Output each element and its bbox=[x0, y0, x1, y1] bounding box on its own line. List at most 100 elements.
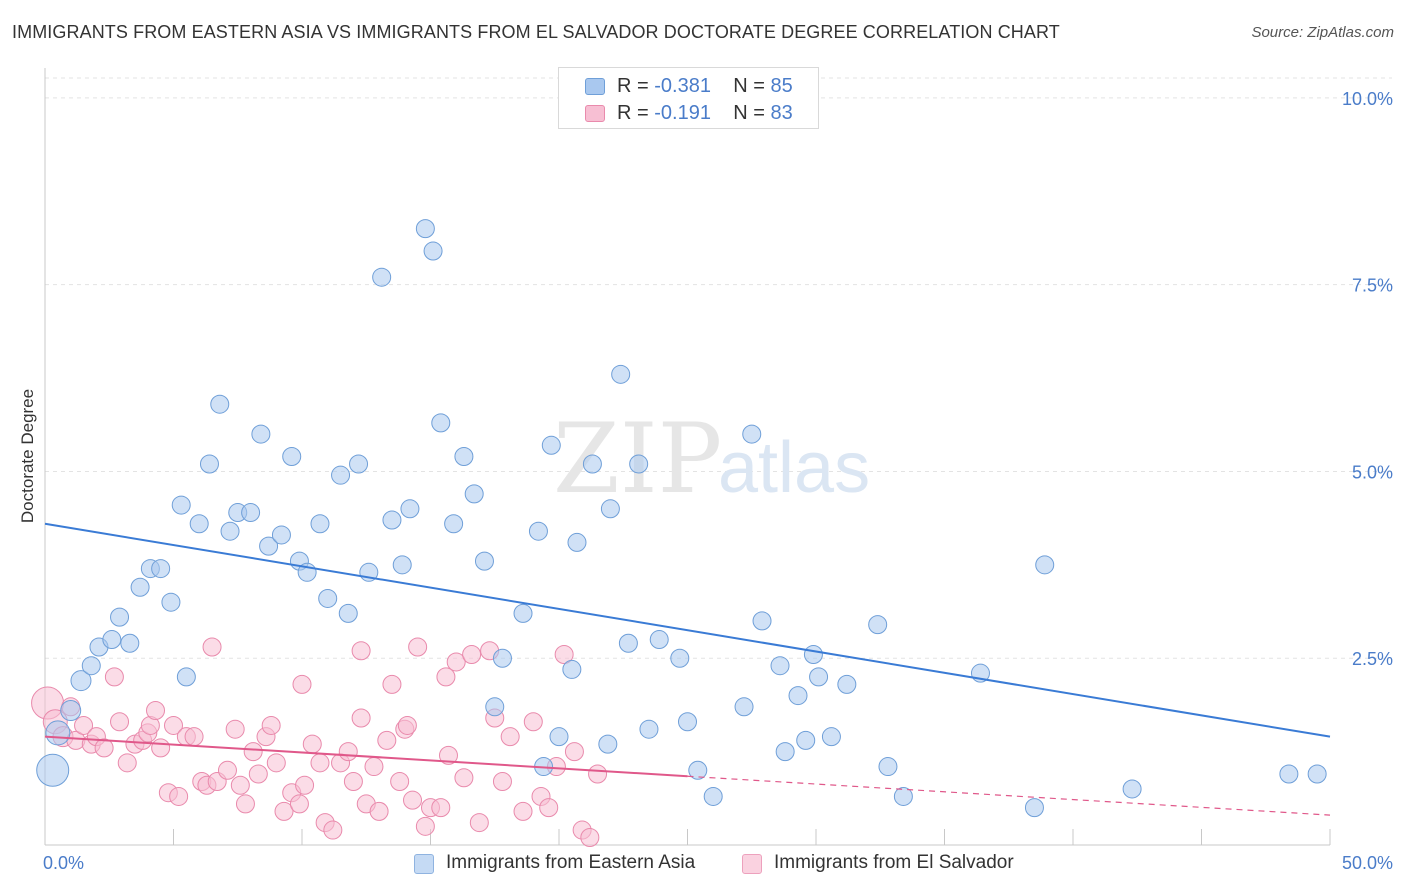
point-1-80 bbox=[292, 674, 312, 694]
legend-swatch-pink bbox=[742, 854, 762, 874]
point-0-69 bbox=[775, 742, 795, 762]
point-1-8 bbox=[94, 738, 114, 758]
point-0-2 bbox=[60, 700, 82, 722]
series-el-salvador-points bbox=[31, 637, 608, 848]
y-tick-label-2: 7.5% bbox=[1352, 276, 1393, 296]
point-0-43 bbox=[474, 551, 494, 571]
point-0-71 bbox=[796, 730, 816, 750]
point-1-31 bbox=[243, 742, 263, 762]
point-0-76 bbox=[868, 615, 888, 635]
point-1-40 bbox=[302, 734, 322, 754]
trend-lines bbox=[44, 522, 1331, 816]
point-0-58 bbox=[629, 454, 649, 474]
chart-title: IMMIGRANTS FROM EASTERN ASIA VS IMMIGRAN… bbox=[12, 22, 1060, 42]
point-0-74 bbox=[821, 727, 841, 747]
point-1-35 bbox=[266, 753, 286, 773]
point-1-77 bbox=[580, 828, 600, 848]
point-0-57 bbox=[618, 633, 638, 653]
point-1-81 bbox=[397, 715, 417, 735]
point-0-75 bbox=[837, 674, 857, 694]
point-1-62 bbox=[454, 768, 474, 788]
trend-line-1 bbox=[44, 735, 688, 778]
point-0-36 bbox=[400, 499, 420, 519]
point-0-61 bbox=[670, 648, 690, 668]
point-0-4 bbox=[81, 656, 101, 676]
legend-label-el-salvador: Immigrants from El Salvador bbox=[774, 852, 1014, 873]
point-0-46 bbox=[513, 603, 533, 623]
point-0-34 bbox=[382, 510, 402, 530]
point-0-29 bbox=[331, 465, 351, 485]
point-0-59 bbox=[639, 719, 659, 739]
trend-extension-1 bbox=[687, 775, 1331, 816]
point-1-67 bbox=[492, 771, 512, 791]
point-0-1 bbox=[45, 720, 71, 746]
point-1-17 bbox=[151, 738, 171, 758]
point-0-63 bbox=[688, 760, 708, 780]
point-0-53 bbox=[582, 454, 602, 474]
point-0-17 bbox=[210, 394, 230, 414]
point-0-84 bbox=[1307, 764, 1327, 784]
y-axis-label: Doctorate Degree bbox=[18, 389, 37, 523]
point-0-39 bbox=[431, 413, 451, 433]
point-1-43 bbox=[323, 820, 343, 840]
watermark-atlas: atlas bbox=[718, 428, 870, 508]
point-1-25 bbox=[202, 637, 222, 657]
point-1-51 bbox=[377, 730, 397, 750]
point-0-7 bbox=[110, 607, 130, 627]
point-1-32 bbox=[248, 764, 268, 784]
point-0-6 bbox=[102, 630, 122, 650]
point-1-11 bbox=[117, 753, 137, 773]
point-0-56 bbox=[611, 364, 631, 384]
point-1-59 bbox=[431, 798, 451, 818]
point-1-79 bbox=[351, 708, 371, 728]
series-legend: Immigrants from Eastern Asia Immigrants … bbox=[0, 852, 1406, 878]
point-0-72 bbox=[803, 644, 823, 664]
legend-r-label: R = bbox=[617, 102, 649, 124]
point-1-30 bbox=[235, 794, 255, 814]
point-1-72 bbox=[539, 798, 559, 818]
point-0-22 bbox=[259, 536, 279, 556]
point-1-74 bbox=[554, 644, 574, 664]
point-0-3 bbox=[70, 670, 92, 692]
point-0-45 bbox=[492, 648, 512, 668]
point-0-82 bbox=[1122, 779, 1142, 799]
point-0-78 bbox=[893, 786, 913, 806]
point-1-49 bbox=[364, 757, 384, 777]
point-1-10 bbox=[110, 712, 130, 732]
point-0-42 bbox=[464, 484, 484, 504]
point-0-77 bbox=[878, 757, 898, 777]
point-0-11 bbox=[151, 559, 171, 579]
point-0-13 bbox=[171, 495, 191, 515]
point-0-8 bbox=[120, 633, 140, 653]
point-0-16 bbox=[199, 454, 219, 474]
point-0-83 bbox=[1279, 764, 1299, 784]
point-1-56 bbox=[408, 637, 428, 657]
point-0-65 bbox=[734, 697, 754, 717]
point-1-64 bbox=[469, 813, 489, 833]
point-0-51 bbox=[562, 659, 582, 679]
point-1-45 bbox=[338, 742, 358, 762]
point-0-62 bbox=[678, 712, 697, 732]
point-0-47 bbox=[528, 521, 548, 541]
point-1-16 bbox=[146, 701, 166, 721]
point-0-54 bbox=[598, 734, 618, 754]
point-0-40 bbox=[444, 514, 464, 534]
point-0-52 bbox=[567, 532, 587, 552]
legend-r-label: R = bbox=[617, 75, 649, 97]
y-tick-label-1: 5.0% bbox=[1352, 462, 1393, 482]
point-0-70 bbox=[788, 686, 808, 706]
legend-n-value-0: 85 bbox=[770, 75, 793, 97]
point-1-28 bbox=[225, 719, 245, 739]
point-0-21 bbox=[251, 424, 271, 444]
point-1-22 bbox=[184, 727, 204, 747]
point-0-50 bbox=[549, 727, 569, 747]
point-0-33 bbox=[372, 267, 392, 287]
legend-swatch-blue bbox=[414, 854, 434, 874]
point-0-38 bbox=[423, 241, 443, 261]
point-1-63 bbox=[462, 644, 482, 664]
legend-n-value-1: 83 bbox=[770, 102, 793, 124]
point-1-29 bbox=[230, 775, 250, 795]
point-0-60 bbox=[649, 630, 669, 650]
point-1-61 bbox=[446, 652, 466, 672]
